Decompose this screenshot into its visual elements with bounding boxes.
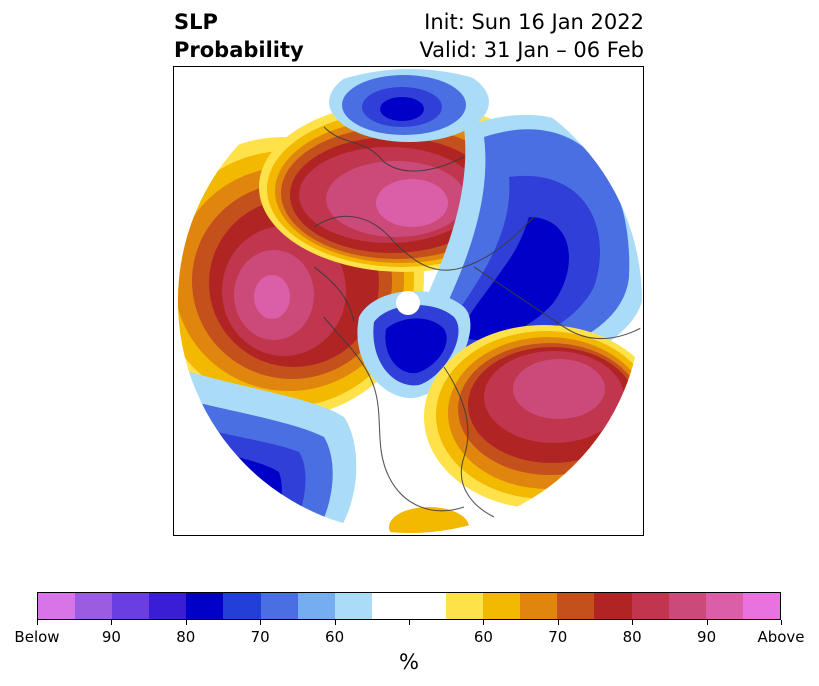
- colorbar-tick: [632, 620, 633, 625]
- coastlines: [313, 126, 642, 518]
- colorbar-tick: [186, 620, 187, 625]
- colorbar-segment: [149, 593, 187, 619]
- colorbar-tick: [37, 620, 38, 625]
- colorbar-tick-label: Below: [14, 628, 60, 646]
- colorbar-tick: [409, 620, 410, 625]
- colorbar-tick: [558, 620, 559, 625]
- colorbar-segment: [483, 593, 521, 619]
- init-date: Init: Sun 16 Jan 2022: [424, 10, 644, 34]
- colorbar-tick-label: 90: [697, 628, 717, 646]
- colorbar-segment: [520, 593, 558, 619]
- colorbar-segment: [594, 593, 632, 619]
- valid-range: Valid: 31 Jan – 06 Feb: [419, 38, 644, 62]
- colorbar-segment: [631, 593, 669, 619]
- colorbar-segment: [297, 593, 335, 619]
- colorbar-segment: [557, 593, 595, 619]
- colorbar-tick: [483, 620, 484, 625]
- colorbar-tick: [781, 620, 782, 625]
- colorbar-segment: [371, 593, 409, 619]
- colorbar-tick: [111, 620, 112, 625]
- title-right: Init: Sun 16 Jan 2022 Valid: 31 Jan – 06…: [419, 8, 644, 64]
- colorbar-tick-label: 70: [548, 628, 568, 646]
- title-left: SLP Probability: [174, 8, 304, 64]
- colorbar-unit: %: [399, 650, 419, 674]
- colorbar-segment: [186, 593, 224, 619]
- anomaly-above-south: [389, 507, 469, 533]
- colorbar-segment: [446, 593, 484, 619]
- colorbar: [37, 592, 781, 620]
- colorbar-tick-label: 80: [176, 628, 196, 646]
- colorbar-tick-label: 60: [473, 628, 493, 646]
- colorbar-segment: [408, 593, 447, 619]
- colorbar-segment: [223, 593, 261, 619]
- polar-map: [173, 66, 644, 536]
- colorbar-segment: [334, 593, 372, 619]
- colorbar-tick-label: 90: [101, 628, 121, 646]
- colorbar-tick: [707, 620, 708, 625]
- colorbar-segment: [112, 593, 150, 619]
- colorbar-tick-label: Above: [757, 628, 805, 646]
- colorbar-tick-label: 70: [250, 628, 270, 646]
- map-canvas: [178, 69, 642, 533]
- colorbar-segment: [705, 593, 743, 619]
- title-field: SLP: [174, 10, 218, 34]
- title-field-subtitle: Probability: [174, 38, 304, 62]
- colorbar-segment: [38, 593, 76, 619]
- colorbar-segment: [742, 593, 780, 619]
- colorbar-segment: [668, 593, 706, 619]
- colorbar-tick-label: 60: [325, 628, 345, 646]
- colorbar-segment: [75, 593, 113, 619]
- anomaly-above-north: [259, 102, 549, 272]
- colorbar-tick: [335, 620, 336, 625]
- colorbar-tick-label: 80: [622, 628, 642, 646]
- anomaly-below-north: [329, 69, 489, 142]
- colorbar-segment: [260, 593, 298, 619]
- colorbar-tick: [260, 620, 261, 625]
